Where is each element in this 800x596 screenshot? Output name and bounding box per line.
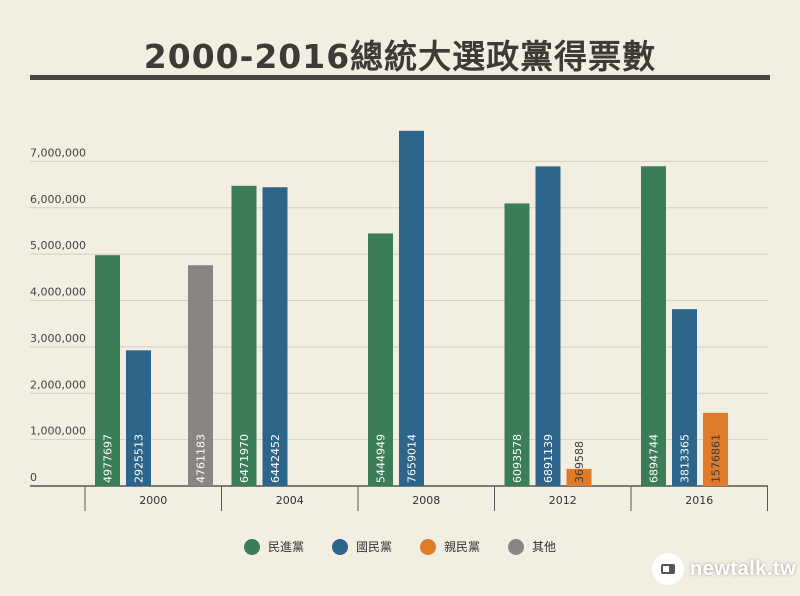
data-label: 6894744	[648, 434, 661, 483]
data-label: 7659014	[406, 434, 419, 483]
bar-2008-民進黨	[368, 233, 393, 486]
y-tick-label: 4,000,000	[30, 286, 86, 299]
legend-label: 其他	[532, 540, 557, 554]
legend-label: 親民黨	[444, 540, 481, 554]
x-tick-label: 2004	[276, 494, 304, 507]
bar-2016-民進黨	[641, 166, 666, 487]
bar-2012-親民黨	[566, 468, 592, 486]
legend-item: 親民黨	[420, 538, 480, 555]
y-tick-label: 3,000,000	[30, 332, 86, 345]
x-tick-label: 2000	[139, 494, 167, 507]
legend-item: 民進黨	[243, 538, 304, 555]
logo-text: newtalk.tw	[690, 557, 797, 580]
bar-2000-民進黨	[95, 255, 120, 486]
data-label: 6442452	[269, 434, 282, 483]
newtalk-logo: newtalk.tw	[652, 552, 796, 586]
y-tick-label: 6,000,000	[30, 193, 86, 206]
legend-label: 國民黨	[355, 540, 392, 554]
y-tick-label: 2,000,000	[30, 378, 86, 391]
data-label: 2925513	[133, 434, 146, 483]
x-tick-label: 2008	[412, 494, 440, 507]
newtalk-badge-icon	[652, 553, 684, 585]
data-label: 4761183	[195, 434, 208, 483]
data-label: 6471970	[238, 434, 251, 483]
bar-2016-國民黨	[672, 309, 697, 486]
y-tick-label: 7,000,000	[30, 146, 86, 159]
data-label: 3813365	[679, 434, 692, 483]
y-tick-label: 5,000,000	[30, 239, 86, 252]
chart-title: 2000-2016總統大選政黨得票數	[143, 37, 657, 76]
y-tick-label: 1,000,000	[30, 425, 86, 438]
bar-2000-國民黨	[126, 350, 151, 486]
bar-2012-國民黨	[535, 166, 561, 486]
data-label: 6891139	[542, 434, 555, 483]
bar-2000-其他	[188, 265, 213, 486]
legend-swatch	[420, 538, 436, 555]
data-label: 6093578	[511, 434, 524, 483]
x-tick-label: 2012	[549, 494, 577, 507]
legend-swatch	[243, 538, 260, 555]
data-label: 5444949	[375, 434, 388, 483]
data-label: 1576861	[710, 434, 723, 483]
legend-swatch	[508, 538, 525, 555]
bar-2004-國民黨	[262, 187, 288, 486]
legend-item: 國民黨	[331, 538, 392, 555]
legend-label: 民進黨	[267, 540, 304, 554]
data-label: 369588	[573, 441, 586, 483]
chart-legend: 民進黨 國民黨 親民黨 其他	[0, 538, 800, 555]
bar-2008-國民黨	[399, 130, 424, 486]
bar-2004-民進黨	[231, 185, 257, 486]
y-tick-label: 0	[30, 471, 37, 484]
data-label: 4977697	[102, 434, 115, 483]
legend-item: 其他	[508, 538, 556, 555]
bar-2016-親民黨	[703, 412, 728, 486]
bar-2012-民進黨	[504, 203, 530, 486]
x-tick-label: 2016	[685, 494, 713, 507]
title-divider	[30, 75, 770, 80]
legend-swatch	[331, 538, 348, 555]
